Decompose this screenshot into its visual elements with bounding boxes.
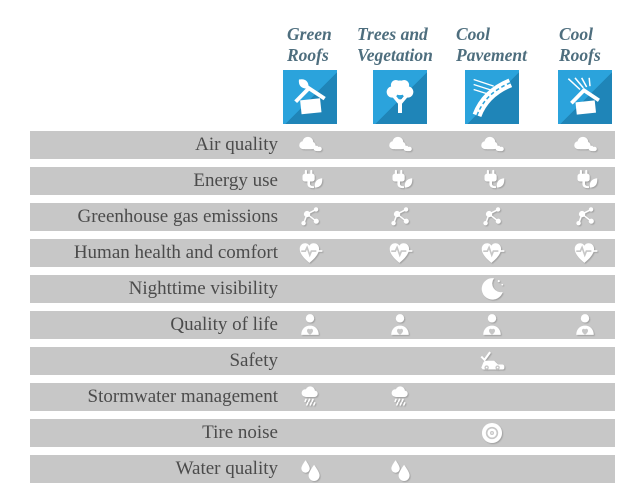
clouds-icon [481,136,504,152]
strategy-tile-cool-pavement [465,70,519,124]
column-header-cool-roofs: Cool Roofs [559,24,601,66]
green-roof-house-icon [294,79,326,115]
benefit-row-label: Air quality [195,134,278,155]
water-drops-icon [301,460,320,482]
column-header-line: Vegetation [357,45,433,65]
heart-pulse-icon [574,243,598,263]
rain-cloud-icon [391,386,408,406]
molecule-icon [576,207,594,226]
benefit-row-quality-of-life: Quality of life [30,311,615,339]
plug-leaf-icon [577,169,598,189]
benefit-row-greenhouse-gas-emissions: Greenhouse gas emissions [30,203,615,231]
benefit-row-energy-use: Energy use [30,167,615,195]
benefit-cell-quality-of-life-trees-and-vegetation [386,311,414,339]
molecule-icon [483,207,501,226]
benefit-row-label: Tire noise [202,422,278,443]
column-header-line: Pavement [456,45,527,65]
strategy-tile-green-roofs [283,70,337,124]
benefit-cell-energy-use-trees-and-vegetation [386,167,414,195]
benefit-row-stormwater-management: Stormwater management [30,383,615,411]
car-check-icon [480,351,505,370]
benefit-row-label: Quality of life [170,314,278,335]
benefit-cell-quality-of-life-cool-pavement [478,311,506,339]
benefit-cell-safety-cool-pavement [478,347,506,375]
column-header-line: Cool [456,24,491,44]
plug-leaf-icon [484,169,505,189]
benefit-cell-tire-noise-cool-pavement [478,419,506,447]
benefit-row-label: Nighttime visibility [128,278,278,299]
cool-roof-house-icon [567,77,600,115]
molecule-icon [301,207,319,226]
benefit-row-human-health-and-comfort: Human health and comfort [30,239,615,267]
person-icon [576,314,594,335]
column-header-line: Cool [559,24,594,44]
benefit-cell-stormwater-management-trees-and-vegetation [386,383,414,411]
benefit-cell-greenhouse-gas-emissions-cool-roofs [571,203,599,231]
column-header-trees-and-vegetation: Trees and Vegetation [357,24,433,66]
heart-pulse-icon [389,243,413,263]
benefit-cell-greenhouse-gas-emissions-green-roofs [296,203,324,231]
benefit-cell-energy-use-cool-pavement [478,167,506,195]
benefit-cell-human-health-and-comfort-trees-and-vegetation [386,239,414,267]
person-icon [391,314,409,335]
heart-pulse-icon [299,243,323,263]
heart-pulse-icon [481,243,505,263]
benefit-cell-quality-of-life-green-roofs [296,311,324,339]
benefit-cell-air-quality-trees-and-vegetation [386,131,414,159]
person-icon [301,314,319,335]
benefit-row-label: Human health and comfort [73,242,278,263]
benefit-cell-energy-use-green-roofs [296,167,324,195]
person-icon [483,314,501,335]
strategy-tile-trees-and-vegetation [373,70,427,124]
tree-icon [386,80,414,113]
cool-pavement-road-icon [472,78,512,117]
column-header-green-roofs: Green Roofs [287,24,332,66]
benefit-row-label: Water quality [175,458,278,479]
plug-leaf-icon [302,169,323,189]
molecule-icon [391,207,409,226]
benefit-cell-human-health-and-comfort-cool-roofs [571,239,599,267]
benefit-row-label: Energy use [193,170,278,191]
benefit-row-water-quality: Water quality [30,455,615,483]
benefit-cell-human-health-and-comfort-cool-pavement [478,239,506,267]
benefit-row-safety: Safety [30,347,615,375]
plug-leaf-icon [392,169,413,189]
benefit-cell-energy-use-cool-roofs [571,167,599,195]
benefit-cell-water-quality-green-roofs [296,455,324,483]
clouds-icon [574,136,597,152]
benefit-row-label: Safety [229,350,278,371]
benefit-row-air-quality: Air quality [30,131,615,159]
benefit-cell-quality-of-life-cool-roofs [571,311,599,339]
clouds-icon [389,136,412,152]
benefit-cell-air-quality-cool-pavement [478,131,506,159]
benefit-cell-air-quality-cool-roofs [571,131,599,159]
rain-cloud-icon [301,386,318,406]
benefit-row-label: Stormwater management [87,386,278,407]
strategy-tile-cool-roofs [558,70,612,124]
column-header-line: Trees and [357,24,428,44]
benefit-cell-nighttime-visibility-cool-pavement [478,275,506,303]
benefit-row-tire-noise: Tire noise [30,419,615,447]
column-header-line: Roofs [287,45,329,65]
water-drops-icon [391,460,410,482]
column-header-cool-pavement: Cool Pavement [456,24,527,66]
benefit-cell-human-health-and-comfort-green-roofs [296,239,324,267]
benefit-cell-greenhouse-gas-emissions-trees-and-vegetation [386,203,414,231]
benefit-cell-stormwater-management-green-roofs [296,383,324,411]
tire-icon [481,422,503,444]
moon-stars-icon [481,278,504,300]
benefit-cell-water-quality-trees-and-vegetation [386,455,414,483]
clouds-icon [299,136,322,152]
benefit-row-label: Greenhouse gas emissions [77,206,278,227]
benefit-cell-greenhouse-gas-emissions-cool-pavement [478,203,506,231]
column-header-line: Roofs [559,45,601,65]
column-header-line: Green [287,24,332,44]
benefit-row-nighttime-visibility: Nighttime visibility [30,275,615,303]
benefit-cell-air-quality-green-roofs [296,131,324,159]
